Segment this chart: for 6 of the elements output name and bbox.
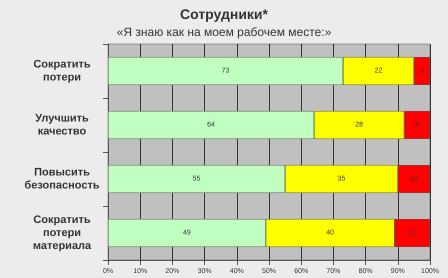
y-tick-label: Повысить безопасность: [24, 166, 100, 192]
chart-title: Сотрудники*: [180, 6, 269, 22]
y-tick-label: Сократить потери: [33, 58, 91, 84]
chart-subtitle: «Я знаю как на моем рабочем месте:»: [116, 25, 332, 39]
y-tick-label: Улучшить качество: [35, 112, 90, 138]
y-tick-label: Сократить потери материала: [32, 214, 92, 252]
